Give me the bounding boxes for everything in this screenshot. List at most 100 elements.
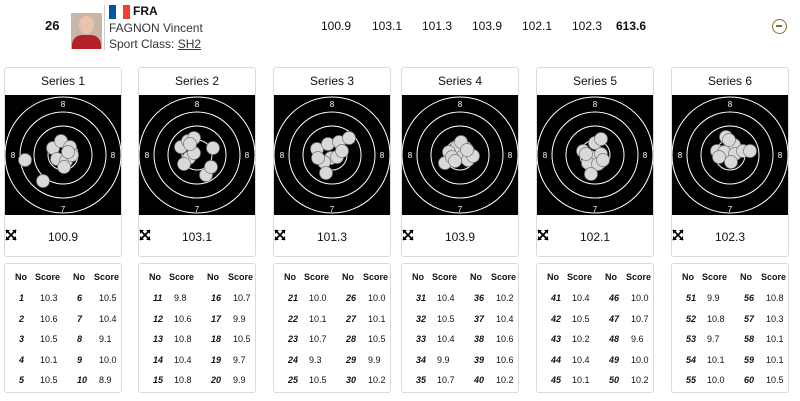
shot-score: 10.8: [766, 293, 784, 303]
header-series-score: 103.9: [472, 19, 503, 33]
header-series-score: 102.3: [572, 19, 603, 33]
shot-number: 37: [474, 313, 485, 324]
shot-score: 10.4: [572, 293, 590, 303]
shot-number: 30: [346, 375, 357, 385]
shot-number: 4: [19, 354, 25, 365]
shot-score: 9.1: [99, 334, 112, 344]
shot-number: 53: [686, 334, 697, 344]
shot-number: 18: [211, 334, 222, 344]
shot-number: 15: [153, 375, 164, 385]
shot-number: 55: [686, 375, 697, 385]
column-header-score: Score: [761, 272, 787, 282]
shot-number: 33: [416, 334, 427, 344]
shot-number: 34: [416, 354, 427, 365]
shot-score: 10.3: [766, 313, 784, 324]
shot-number: 49: [609, 354, 620, 365]
shot-score: 9.9: [233, 313, 246, 324]
shot-mark: [448, 154, 462, 168]
shot-number: 42: [551, 313, 562, 324]
shot-score: 10.6: [496, 354, 514, 365]
shot-mark: [724, 155, 738, 169]
ring-label: 8: [111, 151, 116, 160]
shot-score: 10.1: [766, 354, 784, 365]
target-diagram: 8 8 8 7: [139, 95, 255, 215]
target-ring: [33, 125, 93, 185]
target-ring: [430, 125, 490, 185]
shot-score: 9.9: [437, 354, 450, 365]
shot-score: 10.1: [707, 354, 725, 365]
sport-class-label: Sport Class:: [109, 37, 175, 51]
shot-score: 9.3: [309, 354, 322, 365]
ring-label: 7: [330, 205, 335, 214]
shot-number: 7: [77, 313, 83, 324]
series-score-table: No Score No Score 31 10.4 36 10.2 32 10.5 37 10.4 33…: [401, 263, 519, 393]
series-title: Series 5: [572, 74, 618, 88]
column-header-score: Score: [35, 272, 61, 282]
shot-score: 9.7: [233, 354, 246, 365]
shot-number: 21: [288, 293, 299, 303]
shot-score: 10.4: [496, 313, 514, 324]
expand-icon[interactable]: [274, 229, 286, 241]
shot-number: 35: [416, 375, 427, 385]
athlete-row-header: 26 FRA FAGNON Vincent Sport Class: SH2 1…: [0, 0, 800, 56]
shot-mark: [579, 147, 593, 161]
column-header-no: No: [15, 272, 27, 282]
shot-number: 16: [211, 293, 222, 303]
shot-score: 10.7: [309, 334, 327, 344]
country-code: FRA: [133, 4, 158, 18]
shot-number: 17: [211, 313, 222, 324]
shot-score: 10.2: [496, 375, 514, 385]
shot-number: 13: [153, 334, 164, 344]
series-score: 101.3: [316, 230, 348, 244]
rank: 26: [45, 18, 60, 33]
column-header-no: No: [740, 272, 752, 282]
shot-score: 10.5: [309, 375, 327, 385]
shot-score: 9.9: [233, 375, 246, 385]
column-header-no: No: [547, 272, 559, 282]
shot-score: 10.5: [437, 313, 455, 324]
shot-number: 28: [346, 334, 357, 344]
expand-icon[interactable]: [537, 229, 549, 241]
shot-score: 10.7: [437, 375, 455, 385]
shot-number: 25: [288, 375, 299, 385]
athlete-name: FAGNON Vincent: [109, 21, 203, 35]
ring-label: 8: [728, 100, 733, 109]
series-title: Series 3: [309, 74, 355, 88]
shot-score: 10.2: [368, 375, 386, 385]
expand-icon[interactable]: [402, 229, 414, 241]
shot-number: 24: [288, 354, 299, 365]
collapse-minus-icon[interactable]: [772, 19, 787, 34]
expand-icon[interactable]: [139, 229, 151, 241]
shot-mark: [206, 141, 220, 155]
ring-label: 7: [458, 205, 463, 214]
shot-score: 10.2: [572, 334, 590, 344]
shot-number: 8: [77, 334, 83, 344]
shot-number: 54: [686, 354, 697, 365]
shot-score: 10.4: [437, 293, 455, 303]
shot-mark: [18, 153, 32, 167]
column-header-score: Score: [363, 272, 389, 282]
column-header-no: No: [207, 272, 219, 282]
shot-number: 11: [153, 293, 163, 303]
shot-mark: [342, 131, 356, 145]
expand-icon[interactable]: [672, 229, 684, 241]
header-series-score: 101.3: [422, 19, 453, 33]
series-score: 102.1: [579, 230, 611, 244]
shot-score: 10.4: [437, 334, 455, 344]
column-header-score: Score: [491, 272, 517, 282]
expand-icon[interactable]: [5, 229, 17, 241]
shot-score: 10.0: [631, 354, 649, 365]
shot-number: 10: [77, 375, 88, 385]
shot-mark: [594, 132, 608, 146]
ring-label: 8: [195, 100, 200, 109]
shot-number: 36: [474, 293, 485, 303]
ring-label: 7: [728, 205, 733, 214]
shot-score: 9.9: [707, 293, 720, 303]
shot-score: 10.8: [174, 375, 192, 385]
shot-score: 9.8: [174, 293, 187, 303]
shot-score: 9.9: [368, 354, 381, 365]
sport-class-link[interactable]: SH2: [177, 37, 202, 51]
shot-score: 10.5: [766, 375, 784, 385]
shot-number: 23: [288, 334, 299, 344]
target-ring: [5, 96, 121, 214]
